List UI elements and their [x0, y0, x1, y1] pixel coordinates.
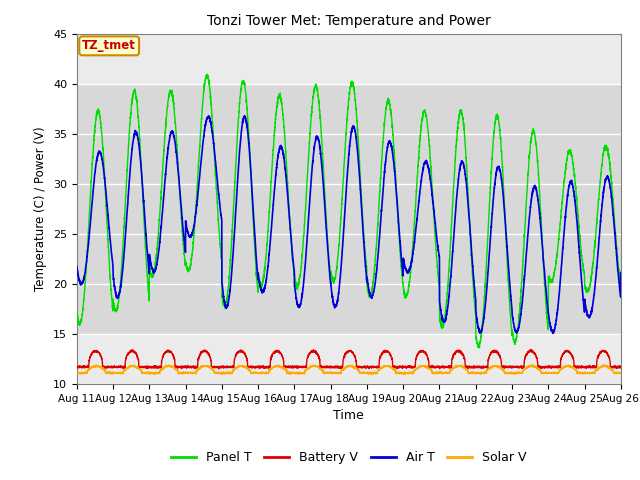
- Legend: Panel T, Battery V, Air T, Solar V: Panel T, Battery V, Air T, Solar V: [166, 446, 531, 469]
- Y-axis label: Temperature (C) / Power (V): Temperature (C) / Power (V): [35, 127, 47, 291]
- Title: Tonzi Tower Met: Temperature and Power: Tonzi Tower Met: Temperature and Power: [207, 14, 491, 28]
- X-axis label: Time: Time: [333, 409, 364, 422]
- Bar: [77, 84, 621, 334]
- Text: TZ_tmet: TZ_tmet: [82, 39, 136, 52]
